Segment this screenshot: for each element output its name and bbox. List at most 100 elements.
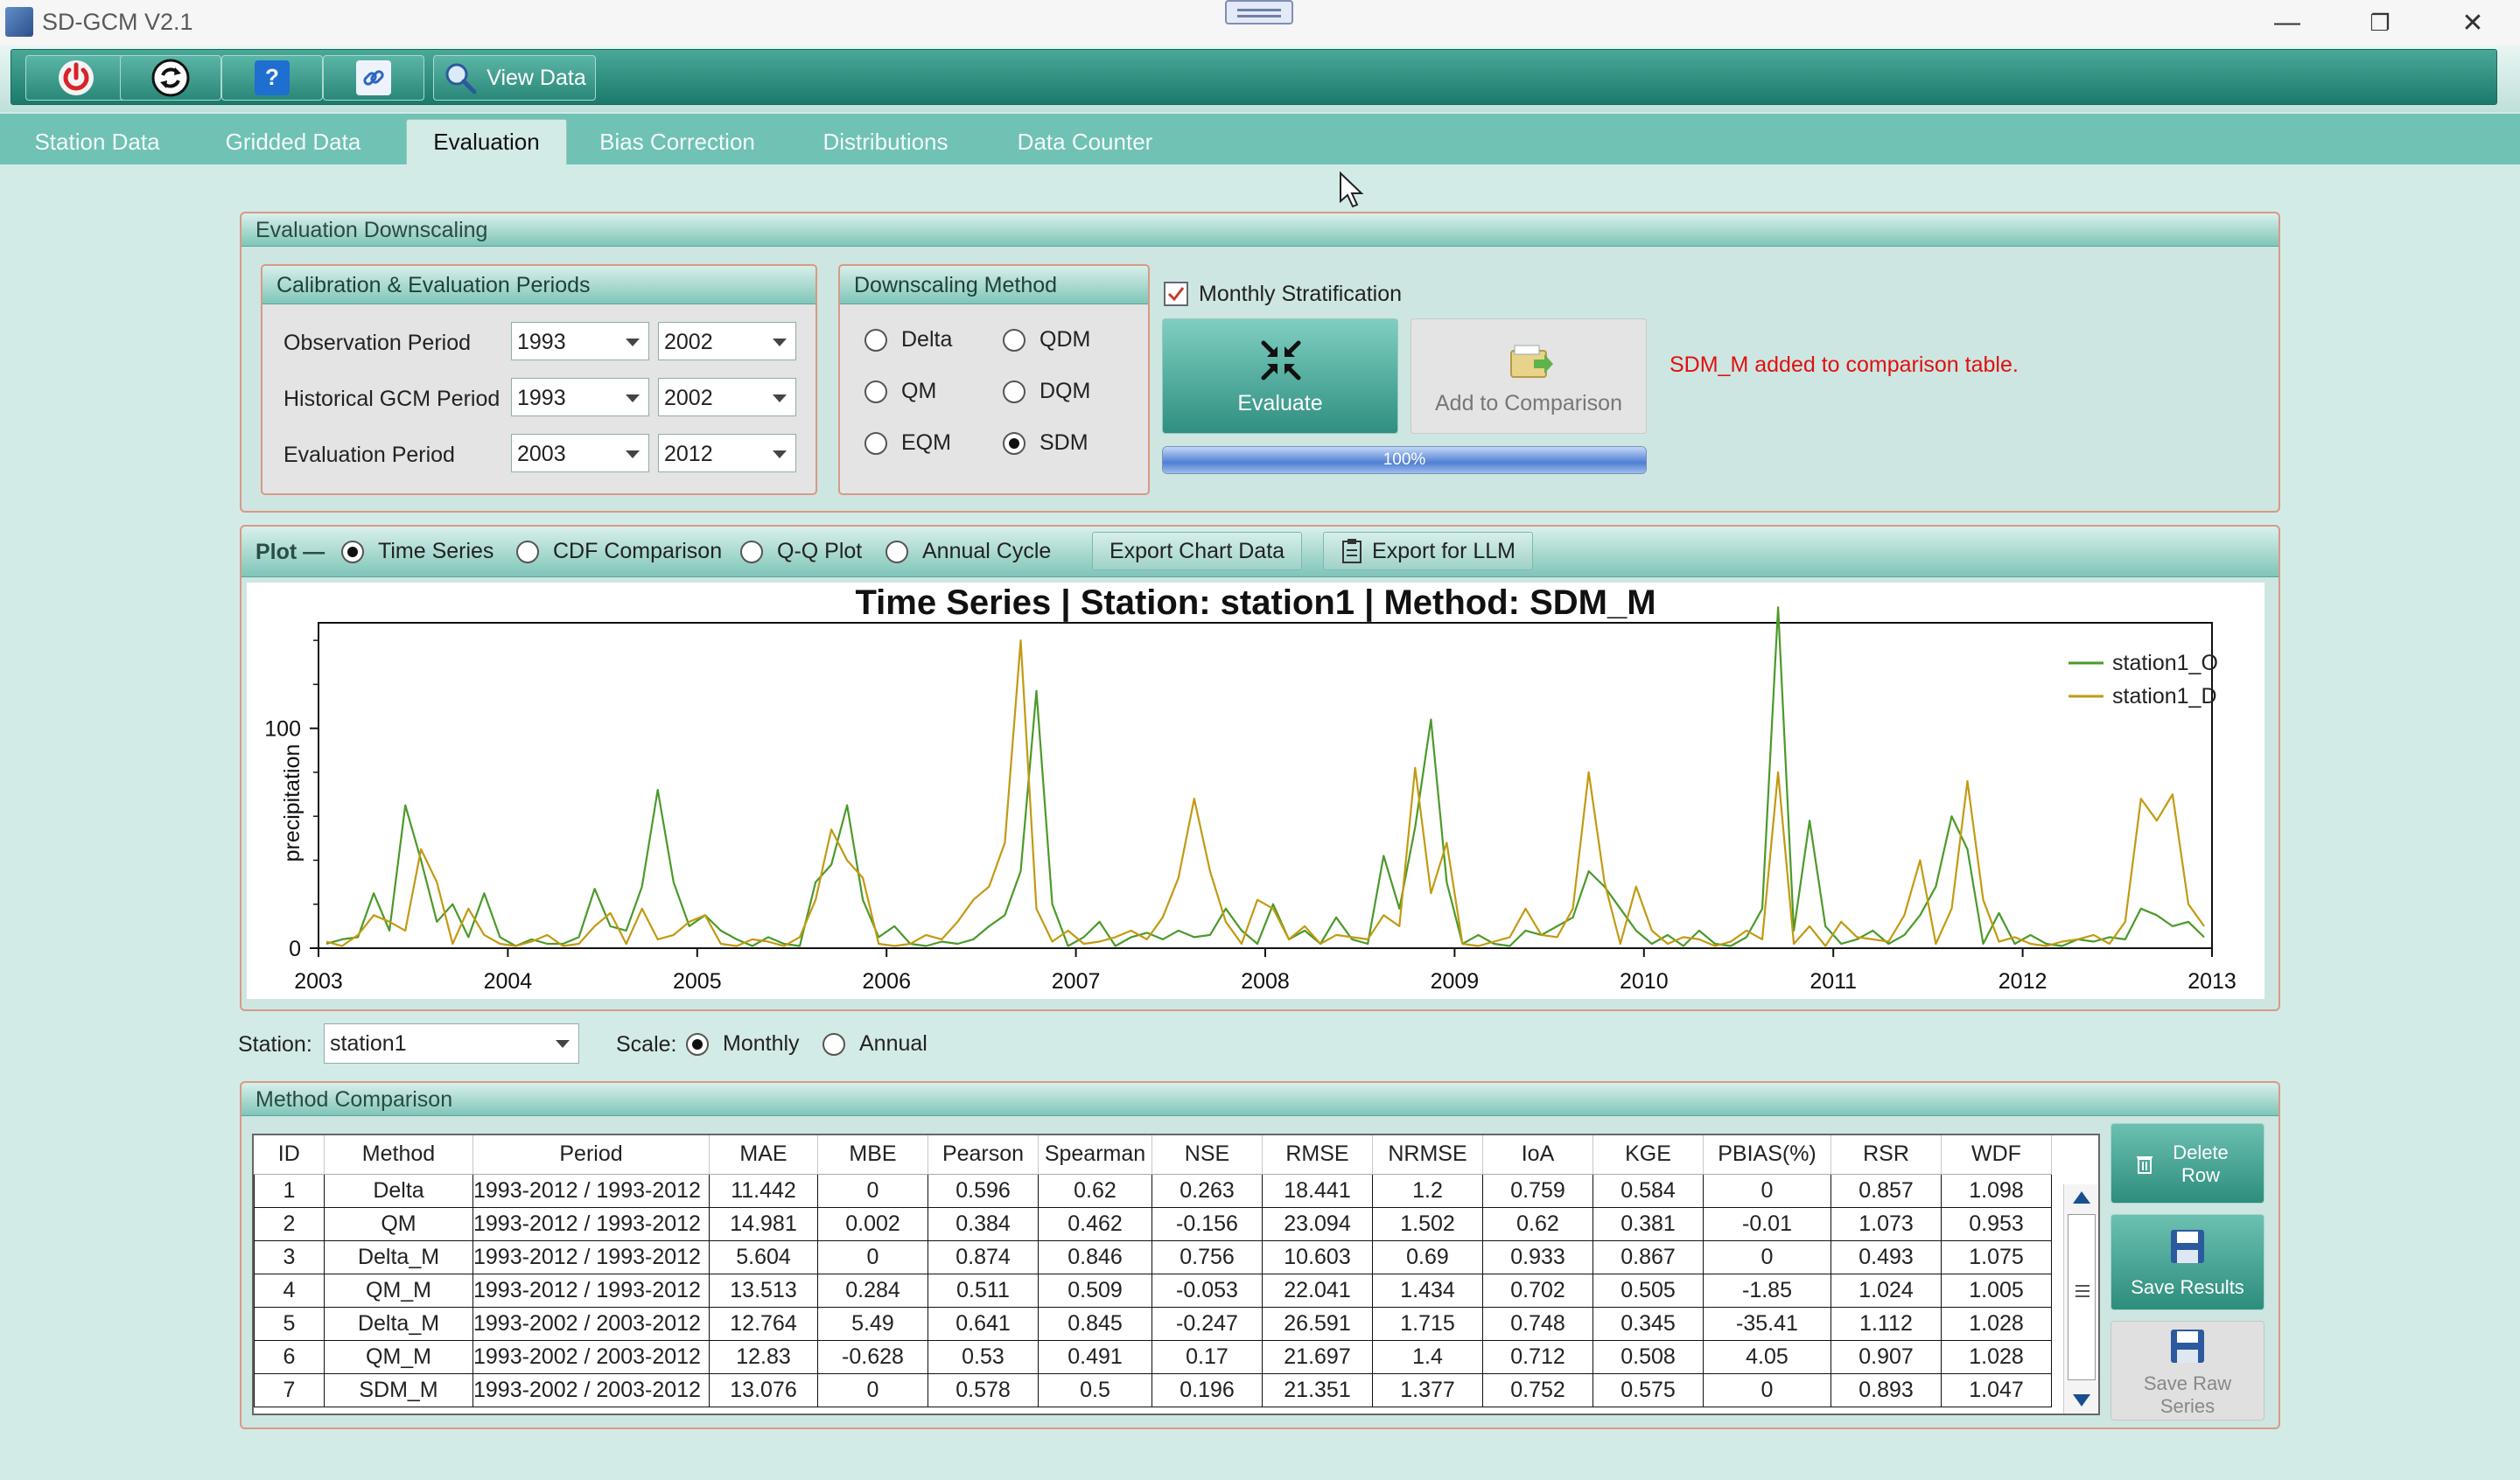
table-cell[interactable]: 5.604 <box>709 1239 818 1274</box>
table-cell[interactable]: 1.4 <box>1372 1339 1483 1374</box>
table-cell[interactable]: QM_M <box>324 1273 473 1308</box>
save-results-button[interactable]: Save Results <box>2110 1214 2264 1310</box>
table-cell[interactable]: 0.857 <box>1830 1173 1942 1208</box>
table-cell[interactable]: 13.513 <box>709 1273 818 1308</box>
evaluation-end-select[interactable]: 2012 <box>658 434 796 472</box>
table-cell[interactable]: 21.351 <box>1262 1372 1373 1407</box>
column-header[interactable]: RMSE <box>1262 1135 1373 1175</box>
historical-start-select[interactable]: 1993 <box>511 378 649 416</box>
power-button[interactable] <box>25 55 127 101</box>
station-select[interactable]: station1 <box>324 1023 579 1064</box>
table-row[interactable]: 2 QM 1993-2012 / 1993-2012 14.981 0.002 0.384… <box>254 1206 2052 1241</box>
table-cell[interactable]: 0.907 <box>1830 1339 1942 1374</box>
table-cell[interactable]: 22.041 <box>1262 1273 1373 1308</box>
table-cell[interactable]: QM <box>324 1206 473 1241</box>
table-cell[interactable]: 0.702 <box>1482 1273 1593 1308</box>
export-for-llm-button[interactable]: Export for LLM <box>1323 532 1533 570</box>
radio-time-series[interactable] <box>341 541 364 563</box>
table-cell[interactable]: -0.247 <box>1152 1306 1263 1341</box>
evaluate-button[interactable]: Evaluate <box>1162 318 1398 434</box>
tab-data-counter[interactable]: Data Counter <box>1017 128 1153 155</box>
table-cell[interactable]: 18.441 <box>1262 1173 1373 1208</box>
table-cell[interactable]: SDM_M <box>324 1372 473 1407</box>
table-cell[interactable]: 13.076 <box>709 1372 818 1407</box>
table-cell[interactable]: 0 <box>817 1372 928 1407</box>
table-cell[interactable]: 4 <box>254 1273 325 1308</box>
delete-row-button[interactable]: Delete Row <box>2110 1123 2264 1204</box>
table-cell[interactable]: 0.874 <box>928 1239 1039 1274</box>
radio-cdf-comparison[interactable] <box>516 541 539 563</box>
table-cell[interactable]: 0.345 <box>1592 1306 1704 1341</box>
table-cell[interactable]: 0.893 <box>1830 1372 1942 1407</box>
table-cell[interactable]: 0.867 <box>1592 1239 1704 1274</box>
table-cell[interactable]: 0.384 <box>928 1206 1039 1241</box>
table-cell[interactable]: 0 <box>817 1239 928 1274</box>
table-cell[interactable]: 1.073 <box>1830 1206 1942 1241</box>
table-cell[interactable]: 0.17 <box>1152 1339 1263 1374</box>
table-cell[interactable]: 7 <box>254 1372 325 1407</box>
table-cell[interactable]: 0.584 <box>1592 1173 1704 1208</box>
table-cell[interactable]: 11.442 <box>709 1173 818 1208</box>
column-header[interactable]: MAE <box>709 1135 818 1175</box>
table-cell[interactable]: 0.196 <box>1152 1372 1263 1407</box>
table-cell[interactable]: 5.49 <box>817 1306 928 1341</box>
table-cell[interactable]: 0.756 <box>1152 1239 1263 1274</box>
table-cell[interactable]: Delta_M <box>324 1239 473 1274</box>
table-cell[interactable]: 1.028 <box>1941 1306 2052 1341</box>
close-window-button[interactable]: ✕ <box>2432 0 2513 45</box>
evaluation-start-select[interactable]: 2003 <box>511 434 649 472</box>
table-cell[interactable]: 0.505 <box>1592 1273 1704 1308</box>
table-cell[interactable]: 1.028 <box>1941 1339 2052 1374</box>
table-cell[interactable]: 1993-2012 / 1993-2012 <box>472 1173 710 1208</box>
table-cell[interactable]: 0.508 <box>1592 1339 1704 1374</box>
table-row[interactable]: 1 Delta 1993-2012 / 1993-2012 11.442 0 0.596 0… <box>254 1173 2052 1208</box>
table-cell[interactable]: -35.41 <box>1703 1306 1831 1341</box>
table-cell[interactable]: 0.462 <box>1038 1206 1152 1241</box>
radio-qq-plot[interactable] <box>740 541 763 563</box>
table-cell[interactable]: Delta_M <box>324 1306 473 1341</box>
table-cell[interactable]: QM_M <box>324 1339 473 1374</box>
table-row[interactable]: 3 Delta_M 1993-2012 / 1993-2012 5.604 0 0.874… <box>254 1239 2052 1274</box>
table-cell[interactable]: 0.69 <box>1372 1239 1483 1274</box>
table-cell[interactable]: 0.5 <box>1038 1372 1152 1407</box>
table-cell[interactable]: 0.933 <box>1482 1239 1593 1274</box>
refresh-button[interactable] <box>120 55 221 101</box>
export-chart-data-button[interactable]: Export Chart Data <box>1092 532 1302 570</box>
radio-annual[interactable] <box>822 1033 845 1056</box>
table-cell[interactable]: 0 <box>817 1173 928 1208</box>
table-cell[interactable]: 21.697 <box>1262 1339 1373 1374</box>
table-cell[interactable]: 1993-2002 / 2003-2012 <box>472 1372 710 1407</box>
tab-gridded-data[interactable]: Gridded Data <box>225 128 361 155</box>
restore-button[interactable]: ❐ <box>2340 0 2420 45</box>
column-header[interactable]: NSE <box>1152 1135 1263 1175</box>
column-header[interactable]: Pearson <box>928 1135 1039 1175</box>
table-cell[interactable]: 0.846 <box>1038 1239 1152 1274</box>
table-cell[interactable]: 0.284 <box>817 1273 928 1308</box>
radio-sdm[interactable] <box>1003 432 1026 455</box>
table-cell[interactable]: 1.2 <box>1372 1173 1483 1208</box>
historical-end-select[interactable]: 2002 <box>658 378 796 416</box>
minimize-button[interactable]: — <box>2247 0 2328 45</box>
column-header[interactable]: MBE <box>817 1135 928 1175</box>
radio-dqm[interactable] <box>1003 380 1026 403</box>
table-cell[interactable]: Delta <box>324 1173 473 1208</box>
column-header[interactable]: NRMSE <box>1372 1135 1483 1175</box>
table-cell[interactable]: 0.002 <box>817 1206 928 1241</box>
table-cell[interactable]: 3 <box>254 1239 325 1274</box>
table-cell[interactable]: 0 <box>1703 1239 1831 1274</box>
table-cell[interactable]: 0.575 <box>1592 1372 1704 1407</box>
table-cell[interactable]: 0.62 <box>1482 1206 1593 1241</box>
table-cell[interactable]: 0.381 <box>1592 1206 1704 1241</box>
table-cell[interactable]: -0.156 <box>1152 1206 1263 1241</box>
table-cell[interactable]: 0.752 <box>1482 1372 1593 1407</box>
add-to-comparison-button[interactable]: Add to Comparison <box>1410 318 1647 434</box>
table-cell[interactable]: 0.596 <box>928 1173 1039 1208</box>
table-cell[interactable]: 1.024 <box>1830 1273 1942 1308</box>
table-cell[interactable]: 0.845 <box>1038 1306 1152 1341</box>
table-cell[interactable]: 1.434 <box>1372 1273 1483 1308</box>
vertical-scrollbar[interactable] <box>2063 1184 2098 1414</box>
drag-handle[interactable] <box>1225 0 1293 24</box>
table-cell[interactable]: 1993-2012 / 1993-2012 <box>472 1239 710 1274</box>
table-cell[interactable]: -1.85 <box>1703 1273 1831 1308</box>
column-header[interactable]: KGE <box>1592 1135 1704 1175</box>
